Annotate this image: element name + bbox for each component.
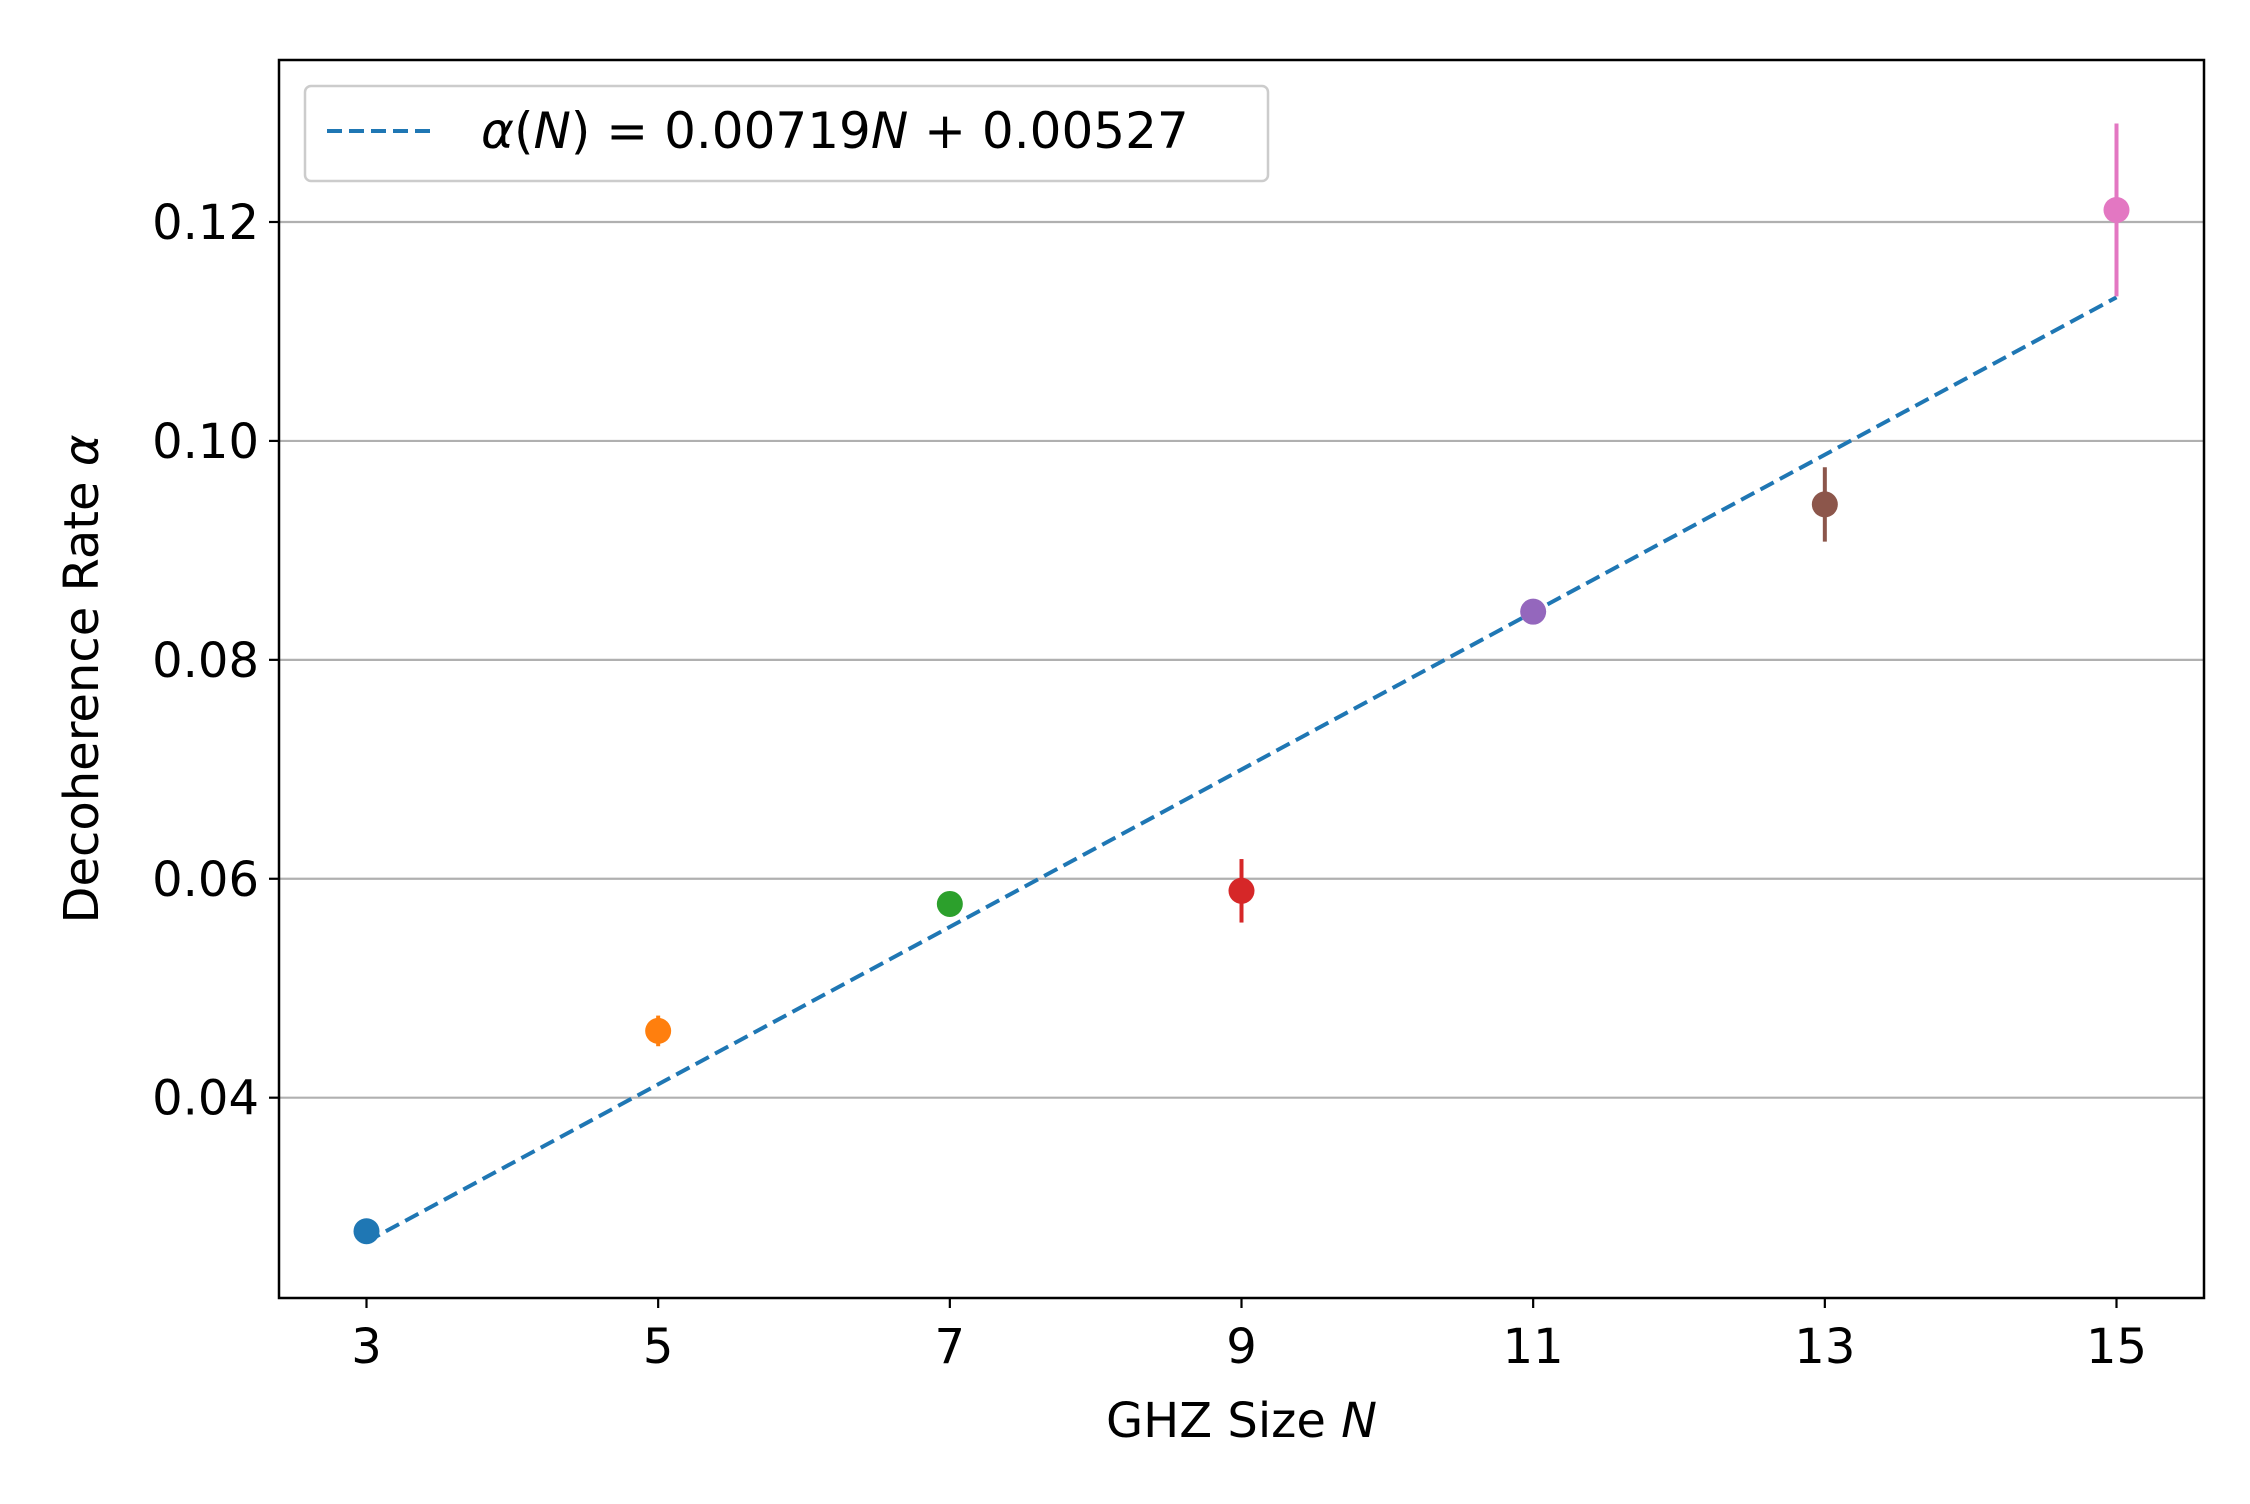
y-tick-label: 0.04 [152, 1071, 259, 1127]
plot-frame [277, 58, 2206, 1300]
x-tick-label: 15 [2086, 1319, 2147, 1375]
x-tick-label: 5 [643, 1319, 674, 1375]
grid-layer [279, 220, 2204, 1099]
x-tick-label: 3 [351, 1319, 382, 1375]
fit-layer [365, 295, 2118, 1244]
x-tick-label: 13 [1794, 1319, 1855, 1375]
legend: α(N) = 0.00719N + 0.00527 [303, 84, 1270, 183]
y-tick-label: 0.08 [152, 633, 259, 689]
data-point [936, 890, 963, 917]
x-axis-ticks: 3 5 7 9 11 13 15 [351, 1298, 2147, 1375]
data-point [353, 1218, 380, 1245]
points-layer [353, 123, 2130, 1245]
y-tick-label: 0.12 [152, 195, 259, 251]
x-tick-label: 11 [1503, 1319, 1564, 1375]
y-tick-label: 0.06 [152, 852, 259, 908]
x-tick-label: 7 [935, 1319, 966, 1375]
fit-line [365, 295, 2118, 1244]
data-point [2103, 196, 2130, 223]
y-axis-label: Decoherence Rate α [54, 435, 110, 924]
legend-box [303, 84, 1270, 183]
data-point [1228, 877, 1255, 904]
y-axis-ticks: 0.04 0.06 0.08 0.10 0.12 [152, 195, 279, 1127]
data-point [1811, 491, 1838, 518]
legend-fit-label: α(N) = 0.00719N + 0.00527 [481, 102, 1189, 160]
x-tick-label: 9 [1226, 1319, 1257, 1375]
y-tick-label: 0.10 [152, 414, 259, 470]
data-point [645, 1017, 672, 1044]
x-axis-label: GHZ Size N [1106, 1393, 1377, 1449]
data-point [1520, 598, 1547, 625]
